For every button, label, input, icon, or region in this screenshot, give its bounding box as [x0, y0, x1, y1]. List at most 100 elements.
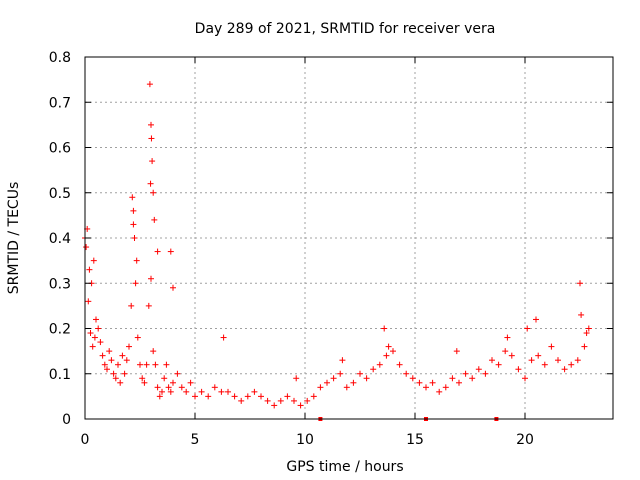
data-point: [533, 316, 539, 323]
data-point: [119, 352, 126, 359]
data-point: [130, 221, 137, 228]
data-point: [482, 370, 489, 377]
data-point: [143, 361, 150, 368]
data-point: [148, 275, 154, 282]
data-point: [577, 280, 583, 287]
data-point: [504, 334, 511, 341]
data-point: [324, 379, 330, 386]
data-point: [429, 379, 436, 386]
data-point: [258, 393, 264, 400]
data-point: [89, 343, 96, 350]
data-point: [161, 375, 168, 382]
data-point: [183, 388, 190, 395]
data-point: [251, 388, 258, 395]
data-point: [363, 375, 370, 382]
data-point: [123, 357, 130, 364]
data-point: [390, 348, 396, 355]
x-axis-label: GPS time / hours: [286, 459, 403, 475]
data-point: [578, 311, 585, 318]
data-point: [469, 375, 476, 382]
data-point: [293, 375, 300, 382]
data-point: [271, 402, 278, 409]
data-point: [277, 397, 284, 404]
data-point: [310, 393, 317, 400]
data-point: [198, 388, 205, 395]
data-point: [167, 248, 174, 255]
data-point: [147, 180, 154, 187]
data-point: [178, 384, 185, 391]
data-point: [132, 280, 139, 287]
data-point: [170, 284, 176, 291]
data-point: [548, 343, 555, 350]
data-point: [163, 361, 170, 368]
data-point: [284, 393, 291, 400]
data-point: [128, 302, 135, 309]
data-point: [370, 366, 377, 373]
data-point: [495, 361, 502, 368]
y-tick-label: 0.7: [49, 95, 71, 111]
data-point: [104, 366, 110, 373]
data-point: [449, 375, 456, 382]
data-point: [218, 388, 225, 395]
y-tick-label: 0.1: [49, 367, 71, 383]
data-point: [145, 302, 152, 309]
data-point: [442, 384, 449, 391]
data-point: [555, 357, 561, 364]
data-point: [304, 397, 311, 404]
data-point: [156, 393, 163, 400]
data-point: [220, 334, 227, 341]
data-point: [225, 388, 231, 395]
data-point: [101, 361, 108, 368]
data-point: [148, 135, 155, 142]
data-point: [508, 352, 515, 359]
data-point: [317, 384, 324, 391]
data-point: [330, 375, 337, 382]
data-point: [238, 397, 245, 404]
data-point: [423, 384, 429, 391]
data-point: [574, 357, 581, 364]
data-point: [297, 402, 304, 409]
y-tick-label: 0.4: [49, 231, 71, 247]
chart-title: Day 289 of 2021, SRMTID for receiver ver…: [195, 21, 496, 37]
data-point: [502, 348, 509, 355]
data-point: [159, 388, 165, 395]
data-point: [211, 384, 218, 391]
y-tick-label: 0.2: [49, 322, 71, 338]
data-points: [82, 81, 592, 409]
data-point: [515, 366, 522, 373]
data-point: [416, 379, 423, 386]
data-point: [581, 343, 588, 350]
data-point: [456, 379, 462, 386]
data-point: [115, 361, 121, 368]
data-point: [462, 370, 469, 377]
data-point: [87, 330, 94, 337]
data-point: [141, 379, 148, 386]
x-axis-ticks: 0 5 10 15 20: [81, 57, 534, 448]
data-point: [174, 370, 181, 377]
data-point: [583, 330, 590, 337]
data-point: [110, 370, 117, 377]
data-point: [337, 370, 344, 377]
data-point: [561, 366, 568, 373]
data-point: [85, 298, 92, 305]
data-point: [149, 158, 156, 165]
data-point: [150, 189, 157, 196]
x-tick-label: 15: [406, 432, 424, 448]
data-point: [121, 370, 128, 377]
data-point: [129, 194, 136, 201]
data-point: [117, 379, 124, 386]
y-tick-label: 0.8: [49, 50, 71, 66]
x-tick-label: 20: [516, 432, 534, 448]
data-point: [396, 361, 403, 368]
y-axis-ticks: 0 0.1 0.2 0.3 0.4 0.5 0.6 0.7 0.8: [49, 50, 613, 428]
data-point: [522, 375, 528, 382]
data-point: [139, 375, 146, 382]
data-point: [357, 370, 363, 377]
y-axis-label: SRMTID / TECUs: [6, 182, 22, 295]
data-point: [244, 393, 251, 400]
data-point: [133, 257, 140, 264]
data-point: [165, 384, 172, 391]
data-point: [264, 397, 271, 404]
data-point: [170, 379, 176, 386]
